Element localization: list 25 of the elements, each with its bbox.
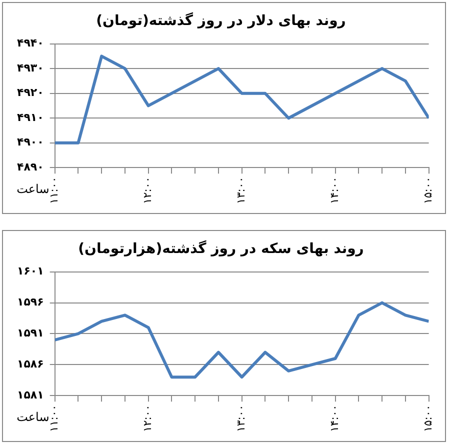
x-tick-label: ۱۴:۰۰: [328, 176, 342, 204]
x-tick-label: ۱۳:۰۰: [234, 404, 248, 432]
y-tick-label: ۴۸۹۰: [16, 160, 44, 174]
y-tick-label: ۴۹۲۰: [16, 86, 44, 100]
y-tick-label: ۱۶۰۱: [16, 264, 44, 278]
x-tick-label: ۱۲:۰۰: [141, 404, 154, 432]
y-tick-label: ۱۵۹۱: [16, 326, 44, 340]
x-tick-label: ۱۵:۰۰: [422, 176, 435, 204]
x-tick-label: ۱۱:۰۰: [48, 176, 61, 204]
x-tick-label: ۱۵:۰۰: [422, 404, 435, 432]
chart-title: روند بهای دلار در روز گذشته(تومان): [96, 12, 346, 30]
y-tick-label: ۴۹۱۰: [16, 110, 44, 124]
x-tick-label: ۱۱:۰۰: [48, 404, 61, 432]
y-tick-label: ۱۵۸۱: [16, 388, 44, 402]
y-tick-label: ۱۵۸۶: [16, 358, 44, 371]
x-axis-title: ساعت: [16, 410, 50, 424]
x-tick-label: ۱۳:۰۰: [234, 176, 248, 204]
chart-title: روند بهای سکه در روز گذشته(هزارتومان): [78, 240, 364, 258]
y-tick-label: ۴۹۴۰: [16, 36, 44, 50]
x-axis-title: ساعت: [16, 182, 50, 196]
y-tick-label: ۱۵۹۶: [16, 296, 44, 309]
y-tick-label: ۴۹۳۰: [16, 61, 44, 74]
y-tick-label: ۴۹۰۰: [16, 136, 44, 149]
x-tick-label: ۱۴:۰۰: [328, 404, 342, 432]
x-tick-label: ۱۲:۰۰: [141, 176, 154, 204]
